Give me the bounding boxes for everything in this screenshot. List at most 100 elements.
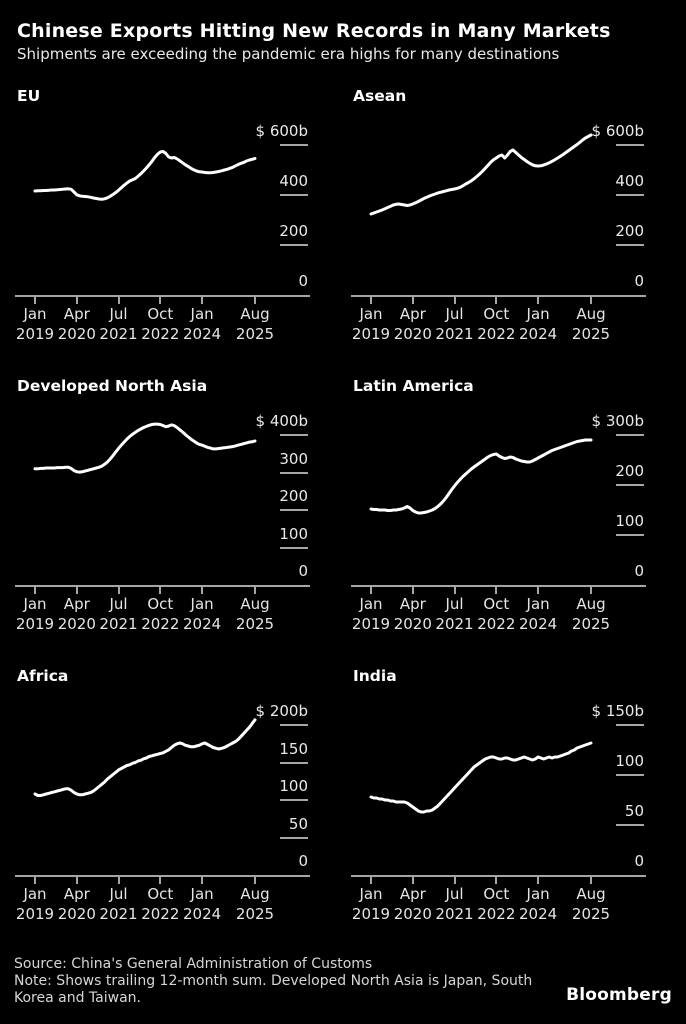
y-tick-label: 200 — [615, 222, 644, 240]
x-tick — [75, 877, 78, 884]
x-tick-year: 2022 — [141, 905, 180, 923]
x-tick-year: 2019 — [351, 325, 391, 343]
x-tick-year: 2021 — [99, 325, 138, 343]
x-tick-label: Jan 2019 — [339, 884, 403, 924]
page-subtitle: Shipments are exceeding the pandemic era… — [17, 45, 560, 63]
x-tick-label: Oct 2022 — [128, 304, 192, 344]
x-tick — [537, 297, 540, 304]
x-tick-month: Oct — [147, 885, 174, 903]
y-tick-label: $ 600b — [591, 122, 644, 140]
x-tick-month: Apr — [399, 885, 426, 903]
x-tick-month: Apr — [399, 595, 426, 613]
footer-notes: Source: China's General Administration o… — [14, 956, 566, 1007]
y-tick-label: $ 200b — [255, 702, 308, 720]
x-tick-label: Aug 2025 — [223, 594, 287, 634]
x-tick — [370, 877, 372, 884]
x-tick-year: 2020 — [393, 325, 432, 343]
chart-title: Africa — [17, 667, 69, 685]
x-tick-year: 2022 — [477, 615, 516, 633]
chart-cell: EU Jan 2019 Apr 2020 Jul 2021 Oct 2022 Jan 2024 Aug… — [8, 85, 344, 375]
y-tick-dash — [280, 194, 308, 196]
methodology-note: Note: Shows trailing 12-month sum. Devel… — [14, 973, 533, 1006]
x-tick-month: Oct — [483, 885, 510, 903]
x-tick-year: 2019 — [15, 325, 55, 343]
y-tick-dash — [616, 484, 644, 486]
x-tick-month: Jan — [526, 885, 550, 903]
x-tick — [590, 587, 592, 594]
y-tick-label: 0 — [634, 272, 644, 290]
x-tick-label: Jan 2024 — [170, 594, 234, 634]
x-tick-label: Apr 2020 — [45, 884, 109, 924]
x-axis-line — [15, 295, 310, 297]
x-tick-year: 2022 — [141, 615, 180, 633]
x-tick-label: Jul 2021 — [87, 304, 151, 344]
x-tick — [75, 297, 78, 304]
y-tick-dash — [616, 774, 644, 776]
x-tick-label: Jan 2024 — [506, 594, 570, 634]
x-tick-label: Aug 2025 — [559, 594, 623, 634]
y-tick-dash — [616, 144, 644, 146]
x-tick — [411, 877, 414, 884]
y-tick-dash — [616, 434, 644, 436]
y-tick-label: 50 — [624, 802, 644, 820]
x-tick-month: Jul — [109, 595, 128, 613]
x-tick-year: 2021 — [99, 615, 138, 633]
y-tick-dash — [280, 434, 308, 436]
line-series — [33, 718, 257, 797]
x-tick-month: Oct — [483, 595, 510, 613]
x-tick — [75, 587, 78, 594]
x-tick-label: Jan 2019 — [339, 594, 403, 634]
y-tick-dash — [280, 724, 308, 726]
x-tick — [34, 877, 36, 884]
x-tick-month: Jan — [23, 885, 47, 903]
x-tick-year: 2022 — [477, 905, 516, 923]
x-tick-year: 2022 — [477, 325, 516, 343]
x-tick-label: Jan 2019 — [3, 304, 67, 344]
x-tick-month: Jan — [23, 305, 47, 323]
y-tick-label: 100 — [615, 752, 644, 770]
x-tick — [254, 297, 256, 304]
x-tick-year: 2021 — [435, 615, 474, 633]
x-tick-month: Jan — [359, 305, 383, 323]
x-tick — [453, 297, 456, 304]
x-tick-month: Aug — [576, 305, 606, 323]
x-tick-year: 2024 — [183, 325, 222, 343]
x-tick-month: Aug — [576, 885, 606, 903]
x-tick — [590, 297, 592, 304]
x-tick-year: 2020 — [393, 905, 432, 923]
x-tick-year: 2021 — [435, 325, 474, 343]
x-tick-month: Apr — [63, 595, 90, 613]
x-tick-year: 2019 — [15, 905, 55, 923]
y-tick-label: 0 — [298, 272, 308, 290]
x-tick-year: 2024 — [183, 905, 222, 923]
chart-cell: Latin America Jan 2019 Apr 2020 Jul 2021 Oct 202… — [344, 375, 680, 665]
x-tick-label: Jan 2024 — [170, 884, 234, 924]
x-tick-label: Oct 2022 — [128, 594, 192, 634]
x-tick — [370, 587, 372, 594]
x-tick-label: Apr 2020 — [45, 594, 109, 634]
x-tick-month: Oct — [147, 305, 174, 323]
x-tick — [495, 587, 498, 594]
x-axis-line — [15, 585, 310, 587]
y-tick-label: 400 — [279, 172, 308, 190]
x-axis-line — [351, 585, 646, 587]
x-tick-month: Jan — [359, 885, 383, 903]
x-tick — [201, 877, 204, 884]
x-tick-year: 2021 — [435, 905, 474, 923]
y-tick-label: 100 — [279, 777, 308, 795]
x-tick-label: Jan 2024 — [506, 304, 570, 344]
x-tick-month: Aug — [240, 885, 270, 903]
chart-cell: Africa Jan 2019 Apr 2020 Jul 2021 Oct 2022 Jan 202… — [8, 665, 344, 955]
x-tick-label: Oct 2022 — [464, 304, 528, 344]
line-series — [33, 150, 257, 201]
y-tick-dash — [616, 244, 644, 246]
x-tick — [201, 587, 204, 594]
x-tick-label: Aug 2025 — [223, 304, 287, 344]
x-tick — [590, 877, 592, 884]
x-tick-label: Jan 2024 — [506, 884, 570, 924]
x-tick-year: 2025 — [235, 325, 275, 343]
x-tick-month: Jul — [445, 305, 464, 323]
y-tick-dash — [280, 761, 308, 764]
x-tick-month: Jan — [23, 595, 47, 613]
